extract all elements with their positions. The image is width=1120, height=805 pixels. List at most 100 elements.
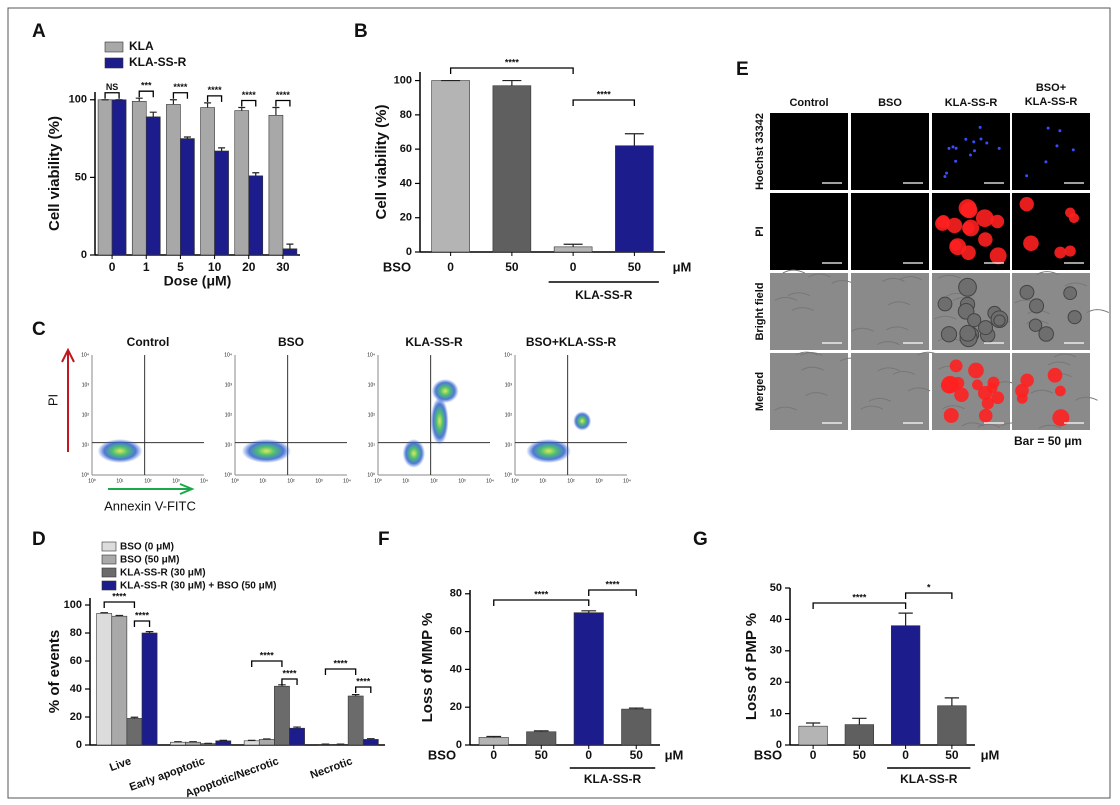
y-axis-label: Loss of MMP % — [419, 613, 436, 723]
pi-cell — [978, 408, 993, 423]
y-tick-label: 100 — [69, 94, 87, 106]
y-tick-label: 40 — [770, 613, 782, 625]
cell — [1028, 318, 1043, 332]
significance-bracket — [172, 92, 189, 99]
error-bar — [135, 97, 143, 102]
y-axis-label: Cell viability (%) — [46, 116, 63, 231]
error-bar — [183, 136, 191, 139]
pi-cell — [975, 209, 994, 228]
micrograph — [770, 353, 848, 430]
x-tick-label: Necrotic — [309, 755, 354, 781]
bar — [96, 613, 113, 746]
significance-bracket — [241, 99, 257, 107]
significance-label: **** — [135, 610, 150, 620]
x-tick-label: 50 — [945, 748, 959, 762]
error-bar — [502, 79, 522, 86]
y-tick-label: 50 — [75, 171, 87, 183]
y-tick-label: 60 — [400, 143, 412, 155]
bar — [141, 632, 158, 746]
unit-label: μM — [665, 747, 684, 762]
error-bar — [581, 610, 597, 613]
row-label: PI — [754, 226, 766, 236]
decade-label: 10⁰ — [504, 472, 512, 478]
significance-label: **** — [242, 90, 257, 100]
bar — [234, 110, 250, 256]
cell-texture — [877, 367, 901, 372]
error-bar — [218, 147, 226, 151]
x-tick-label: 5 — [177, 260, 184, 274]
y-tick-label: 80 — [450, 588, 462, 600]
group-label: KLA-SS-R — [900, 772, 958, 786]
flow-title: KLA-SS-R — [405, 335, 463, 349]
error-bar — [130, 716, 139, 719]
significance-label: **** — [505, 57, 520, 67]
error-bar — [115, 614, 124, 617]
decade-label: 10³ — [458, 478, 466, 484]
legend-swatch — [104, 41, 124, 53]
decade-label: 10³ — [505, 382, 513, 388]
cell-texture — [860, 405, 884, 410]
event-density — [431, 379, 459, 403]
legend-swatch — [101, 580, 117, 591]
cell-texture — [888, 301, 911, 306]
significance-bracket — [572, 99, 636, 106]
significance-label: **** — [282, 668, 297, 678]
x-tick-label: 0 — [810, 748, 817, 762]
row-label: BSO — [428, 747, 456, 762]
decade-label: 10⁰ — [224, 472, 232, 478]
significance-bracket — [324, 668, 357, 675]
pi-cell — [946, 217, 963, 234]
y-tick-label: 40 — [400, 177, 412, 189]
significance-bracket — [104, 92, 120, 99]
nucleus — [1055, 144, 1059, 148]
bar — [937, 705, 967, 746]
y-axis-label: % of events — [46, 630, 63, 713]
group-label: KLA-SS-R — [584, 772, 642, 786]
pi-arrow — [61, 347, 75, 452]
significance-label: **** — [597, 89, 612, 99]
cell-texture — [800, 351, 823, 356]
cell-texture — [808, 273, 831, 278]
row-label: Bright field — [754, 282, 766, 340]
x-tick-label: 50 — [535, 748, 549, 762]
bar — [289, 727, 305, 746]
decade-label: 10¹ — [259, 478, 267, 484]
cell — [967, 313, 982, 328]
event-density — [402, 439, 426, 468]
cell-texture — [1047, 361, 1071, 366]
y-tick-label: 80 — [70, 627, 82, 639]
legend-swatch — [104, 57, 124, 69]
error-bar — [624, 133, 644, 146]
cell — [1063, 286, 1078, 301]
pi-cell — [981, 397, 994, 410]
error-bar — [351, 694, 360, 696]
bar — [268, 114, 284, 256]
nucleus — [954, 146, 958, 150]
significance-label: **** — [276, 90, 291, 100]
bar — [526, 731, 557, 746]
cell — [937, 296, 953, 312]
cell-texture — [791, 307, 815, 312]
decade-label: 10¹ — [368, 442, 376, 448]
significance-label: **** — [534, 589, 549, 599]
pi-cell — [1064, 245, 1076, 257]
nucleus — [1071, 148, 1075, 152]
legend-swatch — [101, 567, 117, 578]
decade-label: 10⁰ — [231, 478, 239, 484]
cell-texture — [882, 277, 905, 282]
decade-label: 10⁴ — [367, 352, 375, 358]
bar — [111, 99, 127, 256]
decade-label: 10¹ — [225, 442, 233, 448]
pi-cell — [972, 379, 983, 391]
decade-label: 10³ — [225, 382, 233, 388]
nucleus — [1058, 129, 1062, 133]
x-axis-label: Dose (μM) — [164, 273, 232, 289]
y-tick-label: 20 — [400, 212, 412, 224]
y-tick-label: 40 — [70, 683, 82, 695]
bar — [844, 724, 875, 746]
cell-texture — [805, 392, 828, 397]
error-bar — [286, 243, 294, 249]
bar — [492, 85, 532, 253]
bar — [282, 248, 298, 256]
